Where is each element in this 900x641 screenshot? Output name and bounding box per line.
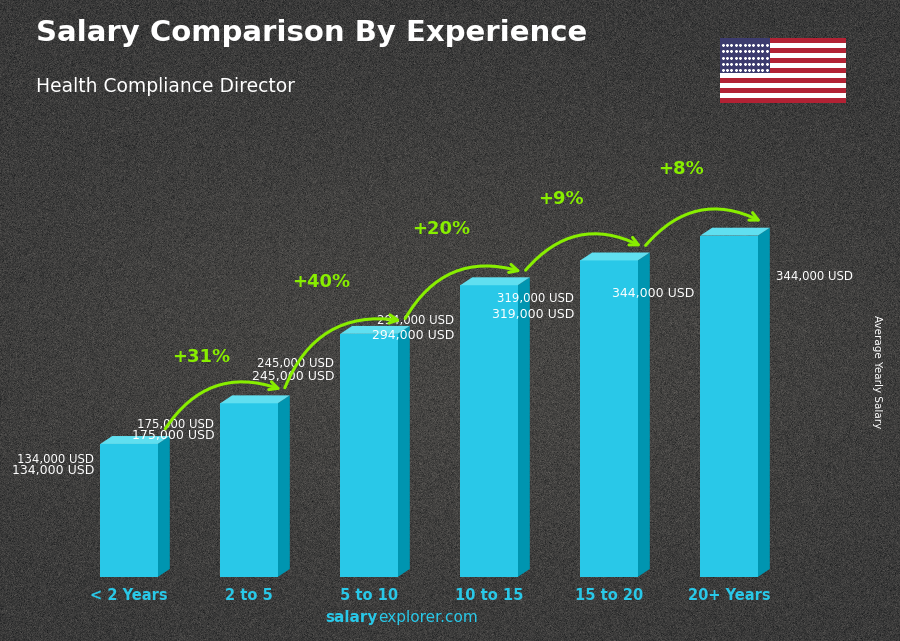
Polygon shape <box>220 395 290 403</box>
Polygon shape <box>460 285 518 577</box>
Bar <box>720 38 846 44</box>
Text: 175,000 USD: 175,000 USD <box>137 418 214 431</box>
Text: Health Compliance Director: Health Compliance Director <box>36 77 295 96</box>
Polygon shape <box>700 236 758 577</box>
Polygon shape <box>398 326 410 577</box>
Bar <box>720 73 846 78</box>
Text: +31%: +31% <box>172 347 230 365</box>
Text: 245,000 USD: 245,000 USD <box>252 370 334 383</box>
Polygon shape <box>100 436 170 444</box>
Text: +20%: +20% <box>412 220 470 238</box>
Text: 344,000 USD: 344,000 USD <box>612 287 694 300</box>
Polygon shape <box>580 260 638 577</box>
Bar <box>720 63 846 68</box>
Bar <box>720 97 846 103</box>
FancyArrowPatch shape <box>645 209 758 246</box>
Polygon shape <box>758 228 770 577</box>
Bar <box>720 44 846 48</box>
Bar <box>720 48 846 53</box>
Text: 245,000 USD: 245,000 USD <box>257 356 334 369</box>
Text: Salary Comparison By Experience: Salary Comparison By Experience <box>36 19 587 47</box>
Polygon shape <box>460 278 530 285</box>
Text: Average Yearly Salary: Average Yearly Salary <box>872 315 883 428</box>
Polygon shape <box>340 334 398 577</box>
Polygon shape <box>518 278 530 577</box>
Text: 175,000 USD: 175,000 USD <box>131 429 214 442</box>
Text: +9%: +9% <box>538 190 584 208</box>
Bar <box>720 78 846 83</box>
Text: 294,000 USD: 294,000 USD <box>372 329 454 342</box>
Bar <box>720 53 846 58</box>
FancyArrowPatch shape <box>526 234 638 271</box>
Text: 134,000 USD: 134,000 USD <box>12 464 94 477</box>
Text: +8%: +8% <box>658 160 704 178</box>
Text: 319,000 USD: 319,000 USD <box>497 292 574 305</box>
Polygon shape <box>700 228 770 236</box>
Polygon shape <box>100 444 158 577</box>
FancyArrowPatch shape <box>405 264 518 319</box>
Text: +40%: +40% <box>292 273 350 291</box>
Text: 319,000 USD: 319,000 USD <box>491 308 574 321</box>
Bar <box>720 88 846 93</box>
Bar <box>720 83 846 88</box>
Text: explorer.com: explorer.com <box>378 610 478 625</box>
Polygon shape <box>278 395 290 577</box>
Polygon shape <box>340 326 410 334</box>
Polygon shape <box>220 403 278 577</box>
Text: 134,000 USD: 134,000 USD <box>17 453 94 467</box>
Bar <box>720 58 846 63</box>
FancyArrowPatch shape <box>284 315 398 388</box>
Text: 294,000 USD: 294,000 USD <box>377 313 454 327</box>
Polygon shape <box>158 436 170 577</box>
Polygon shape <box>638 253 650 577</box>
Bar <box>720 68 846 73</box>
Bar <box>720 93 846 97</box>
Text: salary: salary <box>326 610 378 625</box>
FancyArrowPatch shape <box>166 382 278 429</box>
Polygon shape <box>580 253 650 260</box>
Text: 344,000 USD: 344,000 USD <box>776 270 853 283</box>
Bar <box>720 38 770 73</box>
